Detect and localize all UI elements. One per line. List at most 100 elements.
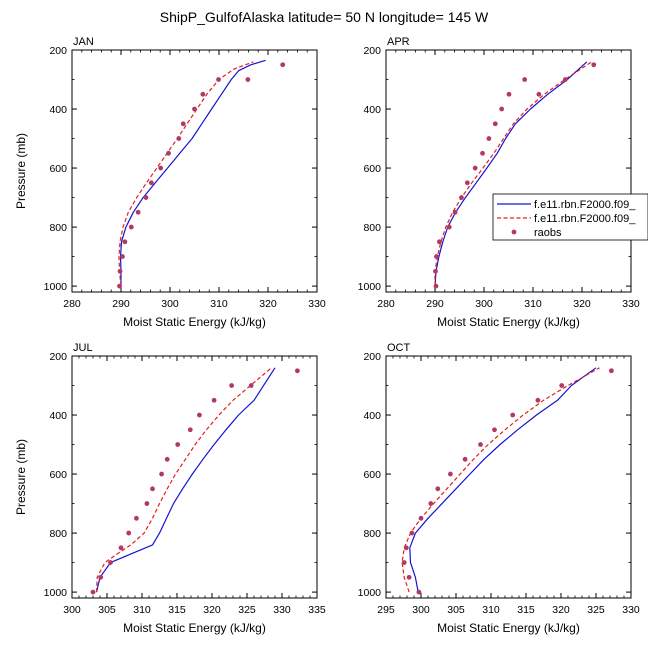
legend-label: f.e11.rbn.F2000.f09_ (534, 199, 636, 211)
raobs-point (499, 106, 505, 112)
raobs-point (164, 456, 170, 462)
raobs-point (428, 501, 434, 506)
raobs-point (401, 560, 407, 565)
plot-frame (385, 49, 632, 293)
raobs-point (90, 589, 96, 595)
plot-frame (71, 355, 318, 599)
x-tick-label: 300 (63, 604, 81, 616)
raobs-point (216, 77, 221, 82)
series-line-solid (95, 367, 276, 593)
x-tick-label: 290 (426, 298, 444, 310)
y-tick-label: 1000 (44, 587, 68, 599)
legend-box (492, 193, 648, 241)
x-tick-label: 330 (308, 298, 326, 310)
legend: f.e11.rbn.F2000.f09_ f.e11.rbn.F2000.f09_… (492, 193, 648, 241)
raobs-point (418, 515, 424, 521)
figure-title: ShipP_GulfofAlaska latitude= 50 N longit… (160, 9, 489, 25)
y-tick-label: 1000 (44, 281, 68, 293)
series-line-dashed (118, 61, 254, 287)
y-axis-label: Pressure (mb) (14, 133, 28, 209)
y-tick-label: 200 (363, 351, 381, 363)
x-axis-label: Moist Static Energy (kJ/kg) (437, 315, 580, 329)
raobs-point (409, 530, 415, 536)
raobs-point (117, 268, 123, 274)
x-tick-label: 320 (203, 604, 221, 616)
y-tick-label: 600 (363, 469, 381, 481)
x-tick-label: 315 (517, 604, 535, 616)
raobs-point (433, 283, 439, 289)
y-tick-label: 600 (49, 163, 67, 175)
x-tick-label: 315 (168, 604, 186, 616)
raobs-point (118, 545, 124, 551)
raobs-point (562, 77, 568, 82)
legend-label: raobs (534, 227, 562, 239)
raobs-point (452, 209, 458, 215)
raobs-point (150, 486, 155, 492)
plot-frame (71, 49, 318, 293)
x-axis-label: Moist Static Energy (kJ/kg) (123, 621, 266, 635)
raobs-point (135, 209, 141, 215)
raobs-point (148, 180, 154, 186)
raobs-point (480, 150, 485, 156)
panel-title: OCT (387, 342, 411, 354)
raobs-point (126, 530, 132, 536)
chart-panel-oct: OCT 295 300 305 310 315 320 325 330 200 400 600 800 1… (358, 342, 640, 635)
raobs-point (406, 574, 412, 580)
raobs-point (492, 427, 497, 433)
raobs-point (248, 383, 254, 388)
series-line-solid (434, 61, 588, 287)
x-tick-label: 305 (447, 604, 465, 616)
x-tick-label: 325 (238, 604, 256, 616)
x-tick-label: 325 (587, 604, 605, 616)
y-axis-label: Pressure (mb) (14, 439, 28, 515)
x-tick-label: 295 (377, 604, 395, 616)
raobs-point (510, 412, 516, 418)
panel-title: APR (387, 36, 410, 48)
raobs-point (143, 195, 149, 200)
x-tick-label: 330 (622, 604, 640, 616)
x-axis-label: Moist Static Energy (kJ/kg) (437, 621, 580, 635)
raobs-point (435, 486, 441, 492)
panels: JAN 280 290 300 310 320 330 200 400 600 800 1000 Moi… (14, 36, 640, 635)
raobs-point (492, 121, 498, 127)
raobs-point (229, 383, 235, 388)
y-tick-label: 200 (363, 45, 381, 57)
raobs-point (472, 165, 478, 171)
raobs-point (158, 165, 164, 171)
panel-title: JUL (73, 342, 93, 354)
y-tick-label: 600 (49, 469, 67, 481)
x-tick-label: 300 (161, 298, 179, 310)
y-tick-label: 600 (363, 163, 381, 175)
raobs-point (128, 224, 134, 230)
x-tick-label: 310 (210, 298, 228, 310)
raobs-point (200, 91, 206, 97)
x-tick-label: 310 (482, 604, 500, 616)
x-tick-label: 305 (98, 604, 116, 616)
x-tick-label: 280 (63, 298, 81, 310)
legend-marker (511, 229, 517, 235)
series-line-dashed (401, 367, 600, 593)
raobs-point (464, 180, 470, 186)
raobs-point (144, 501, 150, 506)
y-tick-label: 400 (49, 104, 67, 116)
raobs-point (98, 574, 104, 580)
x-tick-label: 290 (112, 298, 130, 310)
raobs-point (522, 77, 528, 82)
raobs-point (536, 91, 542, 97)
x-tick-label: 280 (377, 298, 395, 310)
raobs-point (416, 589, 422, 595)
raobs-point (134, 515, 139, 521)
raobs-point (462, 456, 468, 462)
raobs-point (609, 368, 614, 374)
raobs-point (176, 136, 182, 141)
y-tick-label: 200 (49, 45, 67, 57)
raobs-point (403, 545, 409, 551)
panel-title: JAN (73, 36, 94, 48)
x-tick-label: 300 (475, 298, 493, 310)
raobs-point (245, 77, 251, 82)
y-tick-label: 800 (363, 528, 381, 540)
y-tick-label: 1000 (358, 587, 382, 599)
raobs-point (159, 471, 165, 477)
x-tick-label: 320 (552, 604, 570, 616)
